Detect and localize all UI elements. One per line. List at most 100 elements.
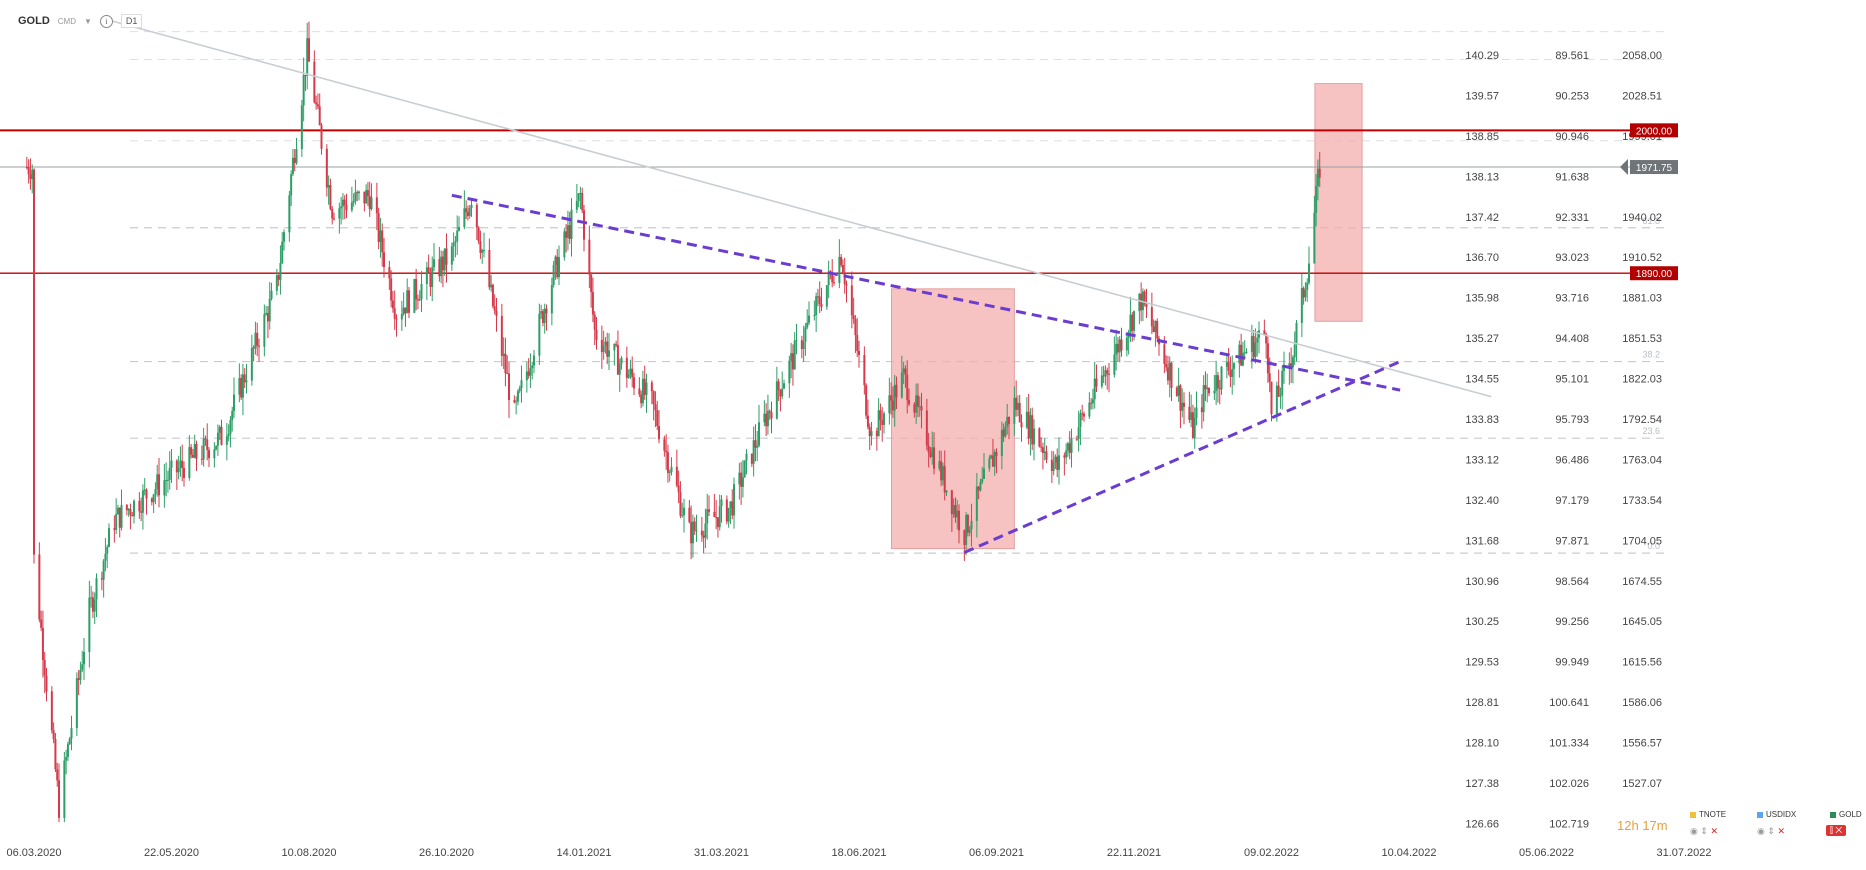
candle-body: [975, 486, 978, 521]
candle-body: [1083, 413, 1085, 417]
candle-body: [52, 730, 55, 740]
candle-body: [125, 504, 128, 511]
candle-body: [358, 191, 360, 194]
candle-body: [266, 312, 269, 322]
candle-body: [575, 200, 578, 210]
candle-body: [906, 374, 909, 401]
candle-body: [354, 192, 357, 201]
candle-body: [1004, 426, 1007, 437]
x-axis-label: 14.01.2021: [556, 847, 611, 859]
info-icon[interactable]: i: [99, 14, 113, 28]
candle-body: [381, 230, 384, 253]
candle-body: [600, 339, 603, 353]
candle-body: [965, 514, 968, 545]
candle-body: [1138, 293, 1141, 312]
candle-body: [793, 340, 796, 370]
candle-body: [1056, 456, 1059, 470]
candle-body: [533, 355, 535, 366]
candle-body: [1163, 344, 1166, 364]
close-icon[interactable]: ✕: [1710, 826, 1718, 836]
candle-body: [840, 256, 843, 265]
candle-body: [656, 410, 659, 426]
candle-body: [295, 149, 298, 163]
candle-body: [891, 400, 894, 411]
candle-body: [727, 507, 730, 522]
candle-body: [608, 350, 610, 357]
candle-body: [952, 505, 955, 515]
candle-body: [783, 383, 785, 389]
candle-body: [702, 535, 705, 538]
candle-body: [741, 477, 744, 487]
candle-body: [363, 191, 366, 204]
candle-body: [325, 148, 328, 188]
candle-body: [1020, 422, 1023, 428]
gold-axis-label: 1822.03: [1622, 374, 1662, 386]
candle-body: [329, 185, 332, 209]
candle-body: [270, 290, 273, 299]
candle-body: [466, 212, 469, 216]
legend-item-gold[interactable]: GOLD: [1830, 810, 1862, 819]
sort-icon[interactable]: ⇕: [1767, 826, 1775, 836]
candle-body: [90, 597, 93, 599]
candle-body: [800, 340, 803, 349]
candle-body: [1279, 395, 1282, 397]
candle-body: [113, 528, 116, 530]
candle-body: [825, 285, 828, 307]
sort-icon[interactable]: ⇕: [1700, 826, 1708, 836]
candle-body: [1133, 311, 1135, 331]
candle-body: [588, 239, 591, 275]
candle-body: [518, 388, 521, 392]
fib-level-label: 23.6: [1642, 426, 1660, 436]
eye-icon[interactable]: ◉: [1690, 826, 1698, 836]
legend-item-tnote[interactable]: TNOTE: [1690, 810, 1726, 819]
candle-body: [308, 38, 310, 62]
candle-body: [995, 451, 998, 457]
candle-body: [729, 501, 732, 508]
candlestick-icon[interactable]: ⫿: [1830, 825, 1833, 835]
close-icon[interactable]: ✕: [1835, 825, 1843, 835]
usdidx-axis-label: 98.564: [1555, 576, 1589, 588]
candle-body: [754, 440, 757, 448]
symbol-name: GOLD: [18, 15, 50, 27]
candle-body: [1131, 314, 1134, 331]
chevron-down-icon[interactable]: ▼: [84, 16, 92, 26]
x-axis-label: 22.05.2020: [144, 847, 199, 859]
candle-body: [145, 489, 148, 499]
timeframe-selector[interactable]: D1: [120, 14, 143, 28]
candle-body: [131, 514, 134, 517]
candle-body: [645, 382, 648, 395]
tnote-axis-label: 135.98: [1465, 293, 1499, 305]
candle-body: [1079, 413, 1082, 428]
x-axis-label: 31.03.2021: [694, 847, 749, 859]
timer-hours-unit: h: [1631, 818, 1639, 833]
close-icon[interactable]: ✕: [1777, 826, 1785, 836]
level-tag: 2000.00: [1636, 126, 1673, 137]
candle-body: [350, 202, 353, 211]
candle-body: [65, 757, 68, 761]
candle-body: [77, 678, 80, 680]
candle-body: [252, 347, 255, 349]
candle-body: [225, 436, 228, 445]
usdidx-axis-label: 91.638: [1555, 171, 1589, 183]
eye-icon[interactable]: ◉: [1757, 826, 1765, 836]
candle-body: [918, 406, 921, 408]
candle-body: [206, 439, 209, 451]
candle-body: [202, 438, 205, 460]
candle-body: [943, 466, 946, 493]
candle-body: [275, 275, 278, 291]
candle-body: [1190, 412, 1193, 420]
candle-body: [50, 691, 53, 731]
candle-body: [554, 256, 557, 265]
tnote-axis-label: 128.10: [1465, 738, 1499, 750]
candle-body: [33, 169, 35, 555]
candle-body: [618, 363, 621, 375]
legend-label: GOLD: [1839, 810, 1862, 819]
candle-body: [1016, 402, 1019, 410]
legend-label: USDIDX: [1766, 810, 1797, 819]
legend-item-usdidx[interactable]: USDIDX: [1757, 810, 1796, 819]
candle-body: [1302, 288, 1305, 298]
candle-body: [877, 410, 880, 437]
candle-body: [456, 230, 459, 242]
